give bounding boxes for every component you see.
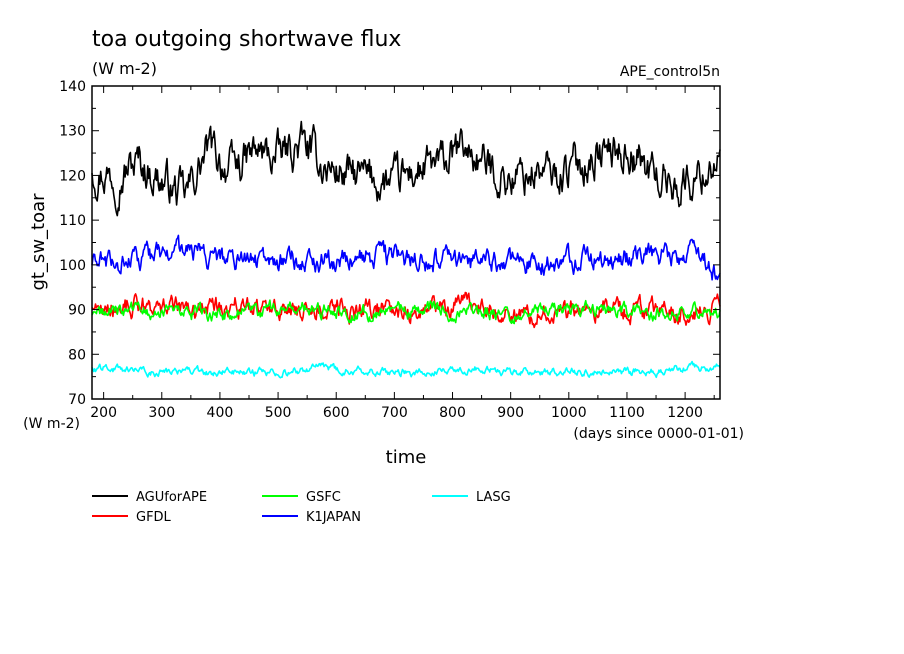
x-tick-label: 1100 [609,405,645,421]
legend-label-gfdl: GFDL [136,510,172,525]
series-line-aguforape [91,120,721,217]
series-line-lasg [91,360,721,379]
x-tick-label: 800 [439,405,466,421]
x-tick-label: 900 [497,405,524,421]
legend: AGUforAPE GFDL GSFC K1JAPAN LASG [92,490,511,525]
y-tick-label: 70 [68,392,86,408]
experiment-label: APE_control5n [620,64,720,80]
tick-layer: 200 300 400 500 600 700 800 900 1000 1100 1200 70 80… [59,79,720,421]
x-tick-label: 600 [323,405,350,421]
y-tick-label: 100 [59,258,86,274]
legend-label-lasg: LASG [476,490,511,505]
y-tick-label: 110 [59,213,86,229]
x-tick-label: 1000 [551,405,587,421]
x-tick-label: 1200 [667,405,703,421]
x-tick-label: 300 [148,405,175,421]
series-line-k1japan [91,234,721,281]
x-unit-label: (days since 0000-01-01) [573,426,744,442]
x-tick-label: 500 [265,405,292,421]
x-tick-label: 700 [381,405,408,421]
y-tick-label: 140 [59,79,86,95]
chart-title: toa outgoing shortwave flux [92,27,401,52]
legend-label-k1japan: K1JAPAN [306,510,361,525]
y-tick-label: 120 [59,168,86,184]
legend-label-aguforape: AGUforAPE [136,490,207,505]
x-axis-label: time [386,447,427,468]
y-tick-label: 90 [68,303,86,319]
legend-label-gsfc: GSFC [306,490,341,505]
series-layer [91,120,721,379]
y-tick-label: 80 [68,347,86,363]
y-tick-label: 130 [59,124,86,140]
y-axis-label: gt_sw_toar [28,193,49,291]
chart-subtitle: (W m-2) [92,59,157,78]
plot-frame [91,85,721,400]
x-tick-label: 400 [207,405,234,421]
series-line-gsfc [91,299,721,325]
x-tick-label: 200 [90,405,117,421]
y-unit-label: (W m-2) [23,416,80,432]
